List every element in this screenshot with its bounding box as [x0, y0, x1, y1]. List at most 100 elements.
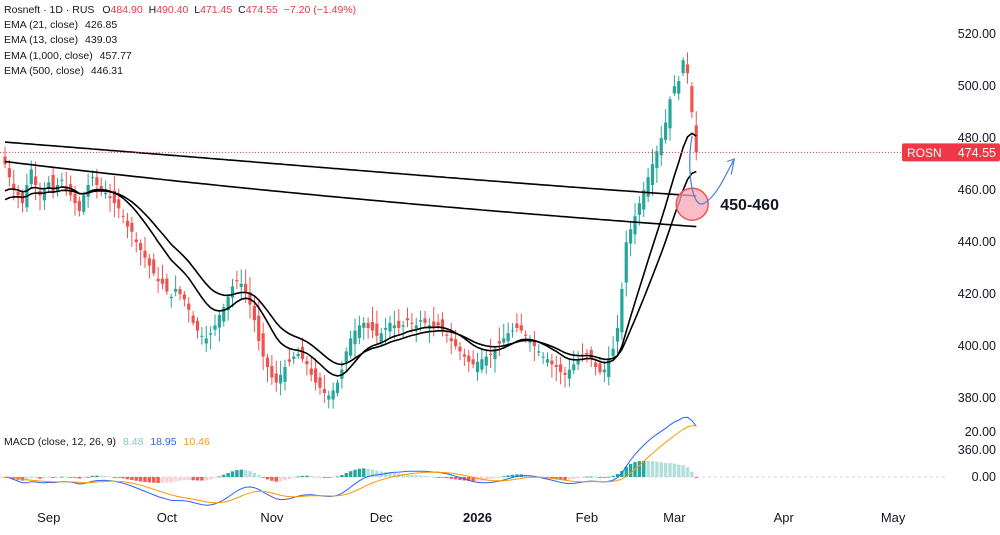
- macd-histogram-bar: [187, 477, 191, 480]
- candle-body: [222, 307, 226, 322]
- candle-body: [353, 330, 357, 345]
- macd-histogram-bar: [82, 477, 86, 478]
- candle-body: [585, 353, 589, 355]
- candle-body: [449, 338, 453, 341]
- candle-body: [384, 328, 388, 330]
- candle-body: [195, 320, 200, 331]
- macd-histogram-bar: [331, 477, 335, 478]
- price-tick-label: 520.00: [958, 27, 996, 41]
- macd-histogram-bar: [138, 477, 143, 482]
- candle-body: [217, 315, 221, 328]
- chart-legend: Rosneft · 1D · RUS O484.90 H490.40 L471.…: [4, 3, 356, 79]
- macd-histogram-bar: [506, 475, 510, 477]
- price-tick-label: 420.00: [958, 287, 996, 301]
- indicator-ema13[interactable]: EMA (13, close) 439.03: [4, 33, 356, 48]
- macd-histogram-bar: [589, 476, 593, 478]
- candle-body: [589, 349, 593, 360]
- macd-histogram-bar: [165, 477, 169, 483]
- candle-body: [471, 359, 475, 365]
- macd-histogram-bar: [607, 476, 611, 478]
- candle-body: [134, 239, 138, 243]
- candle-body: [419, 320, 423, 322]
- macd-histogram-bar: [401, 474, 405, 477]
- price-tick-label: 500.00: [958, 79, 996, 93]
- candle-body: [405, 318, 410, 321]
- macd-histogram-bar: [230, 471, 235, 477]
- candle-body: [493, 348, 497, 360]
- candle-body: [200, 335, 204, 337]
- macd-histogram-bar: [296, 476, 300, 478]
- candle-body: [550, 360, 554, 365]
- candle-body: [187, 303, 191, 310]
- ema-13-line: [4, 132, 697, 377]
- zone-label: 450-460: [720, 197, 779, 214]
- indicator-ema21[interactable]: EMA (21, close) 426.85: [4, 18, 356, 33]
- candle-body: [156, 278, 160, 282]
- indicator-ema1000[interactable]: EMA (1,000, close) 457.77: [4, 49, 356, 64]
- macd-histogram-bar: [25, 477, 29, 480]
- macd-histogram-bar: [436, 477, 440, 478]
- macd-histogram-bar: [261, 477, 265, 478]
- macd-histogram-bar: [305, 475, 309, 477]
- candle-body: [152, 259, 156, 274]
- macd-histogram-bar: [497, 477, 502, 478]
- macd-histogram-bar: [38, 477, 42, 479]
- macd-legend[interactable]: MACD (close, 12, 26, 9) 8.48 18.95 10.46: [4, 436, 210, 448]
- candle-body: [401, 325, 405, 327]
- high-value: 490.40: [156, 4, 189, 16]
- macd-histogram-bar: [213, 477, 217, 479]
- price-tag-value: 474.55: [958, 146, 996, 160]
- candle-body: [165, 278, 169, 292]
- time-tick-label: Nov: [260, 510, 284, 525]
- macd-histogram-bar: [125, 477, 130, 480]
- change-value: −7.20 (−1.49%): [283, 4, 357, 16]
- macd-histogram-bar: [117, 477, 121, 478]
- macd-histogram-bar: [309, 475, 313, 477]
- candle-body: [34, 176, 38, 185]
- time-tick-label: Sep: [37, 510, 60, 525]
- macd-histogram-bar: [637, 461, 642, 477]
- candle-body: [624, 242, 628, 283]
- macd-histogram-bar: [73, 477, 77, 478]
- macd-histogram-bar: [480, 477, 484, 481]
- symbol-line: Rosneft · 1D · RUS: [4, 4, 95, 16]
- macd-histogram-bar: [270, 477, 274, 481]
- macd-histogram-bar: [620, 470, 624, 477]
- indicator-value: 426.85: [85, 19, 118, 32]
- macd-histogram-bar: [405, 474, 410, 477]
- candle-body: [270, 366, 274, 378]
- candle-body: [532, 340, 536, 347]
- candle-body: [318, 377, 322, 388]
- candle-body: [685, 64, 690, 74]
- candle-body: [602, 369, 606, 373]
- symbol-header[interactable]: Rosneft · 1D · RUS O484.90 H490.40 L471.…: [4, 3, 356, 18]
- candle-body: [261, 333, 265, 357]
- candle-body: [655, 151, 659, 169]
- time-axis: Sep Oct Nov Dec 2026 Feb Mar Apr May: [37, 510, 906, 525]
- candle-body: [576, 359, 580, 365]
- candle-body: [73, 193, 77, 204]
- macd-tick-label: 0.00: [972, 470, 996, 484]
- candle-body: [489, 353, 493, 355]
- macd-label: MACD (close, 12, 26, 9): [4, 436, 117, 448]
- macd-histogram-bar: [121, 477, 125, 479]
- macd-histogram-bar: [375, 470, 379, 477]
- candle-body: [545, 359, 550, 363]
- indicator-ema500[interactable]: EMA (500, close) 446.31: [4, 64, 356, 79]
- macd-histogram-bar: [169, 477, 173, 483]
- candle-body: [414, 325, 418, 329]
- macd-histogram-bar: [335, 476, 340, 478]
- candle-body: [296, 354, 300, 357]
- macd-histogram-bar: [488, 477, 493, 480]
- macd-histogram-bar: [563, 477, 567, 480]
- price-tick-label: 460.00: [958, 183, 996, 197]
- candle-body: [475, 361, 480, 373]
- macd-histogram-bar: [668, 463, 672, 477]
- macd-histogram-bar: [182, 477, 187, 481]
- candle-body: [664, 122, 668, 140]
- candle-body: [362, 322, 366, 328]
- macd-histogram-bar: [655, 461, 659, 477]
- candle-body: [226, 296, 230, 311]
